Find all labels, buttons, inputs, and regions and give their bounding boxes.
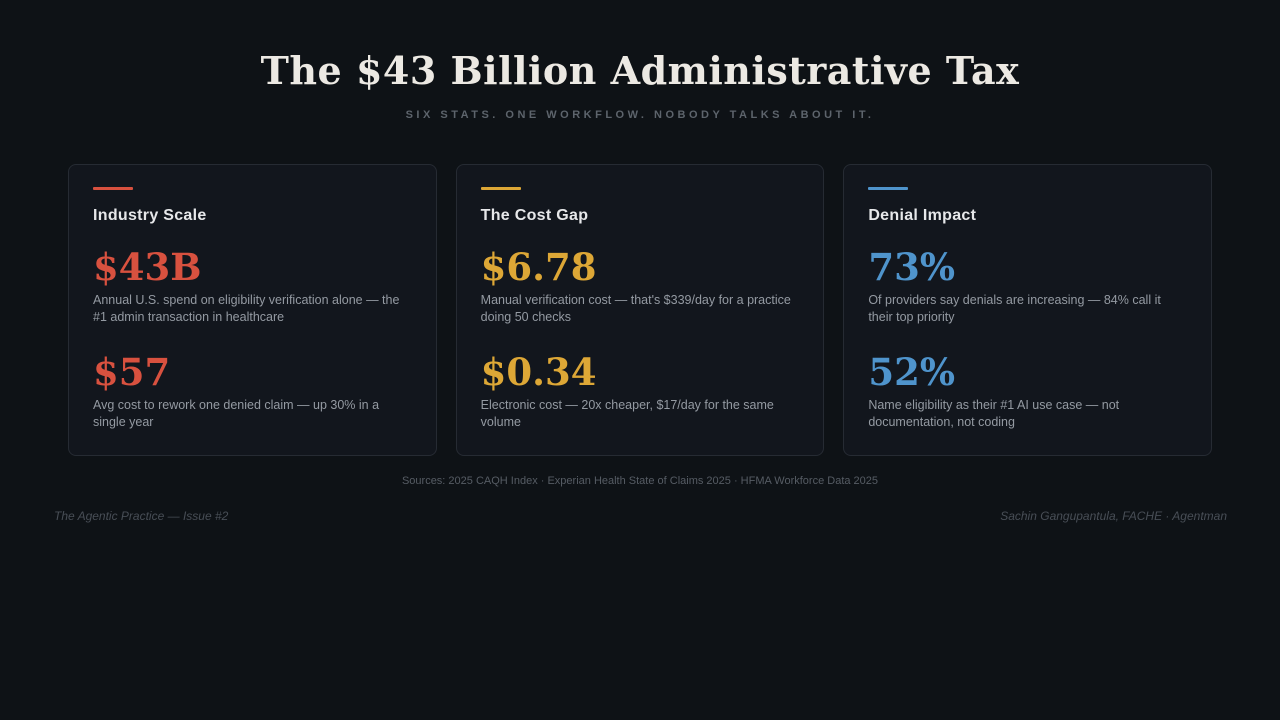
- stat-description: Electronic cost — 20x cheaper, $17/day f…: [480, 398, 774, 429]
- card-title: Denial Impact: [868, 207, 977, 224]
- stat-block: $43B Annual U.S. spend on eligibility ve…: [93, 247, 412, 326]
- card-denial-impact: Denial Impact 73% Of providers say denia…: [843, 164, 1212, 456]
- card-industry-scale: Industry Scale $43B Annual U.S. spend on…: [68, 164, 437, 456]
- stat-block: 73% Of providers say denials are increas…: [868, 247, 1187, 326]
- sources-line: Sources: 2025 CAQH Index · Experian Heal…: [401, 475, 879, 487]
- stat-value: 73%: [868, 245, 955, 289]
- stat-block: $57 Avg cost to rework one denied claim …: [93, 352, 412, 431]
- stat-description: Name eligibility as their #1 AI use case…: [868, 398, 1120, 429]
- stat-description: Avg cost to rework one denied claim — up…: [93, 398, 380, 429]
- accent-bar: [868, 187, 909, 190]
- stat-description: Manual verification cost — that's $339/d…: [480, 293, 791, 324]
- page-title: The $43 Billion Administrative Tax: [260, 48, 1020, 93]
- page-subtitle: SIX STATS. ONE WORKFLOW. NOBODY TALKS AB…: [405, 109, 875, 121]
- stat-description: Of providers say denials are increasing …: [868, 293, 1161, 324]
- header: The $43 Billion Administrative Tax SIX S…: [0, 0, 1280, 121]
- stat-block: $0.34 Electronic cost — 20x cheaper, $17…: [481, 352, 800, 431]
- stat-value: $43B: [93, 245, 202, 289]
- stat-block: 52% Name eligibility as their #1 AI use …: [868, 352, 1187, 431]
- footer-publication: The Agentic Practice — Issue #2: [54, 509, 229, 523]
- card-title: The Cost Gap: [480, 207, 589, 224]
- stat-value: 52%: [868, 350, 955, 394]
- stat-description: Annual U.S. spend on eligibility verific…: [93, 293, 400, 324]
- footer: The Agentic Practice — Issue #2 Sachin G…: [54, 509, 1227, 523]
- accent-bar: [480, 187, 521, 190]
- card-cost-gap: The Cost Gap $6.78 Manual verification c…: [455, 164, 825, 456]
- accent-bar: [93, 187, 133, 190]
- stat-cards-row: Industry Scale $43B Annual U.S. spend on…: [68, 164, 1212, 456]
- stat-value: $57: [93, 350, 171, 394]
- footer-author: Sachin Gangupantula, FACHE · Agentman: [1000, 509, 1227, 523]
- stat-block: $6.78 Manual verification cost — that's …: [481, 247, 800, 326]
- stat-value: $6.78: [480, 245, 597, 289]
- stat-value: $0.34: [480, 350, 597, 394]
- card-title: Industry Scale: [93, 207, 207, 224]
